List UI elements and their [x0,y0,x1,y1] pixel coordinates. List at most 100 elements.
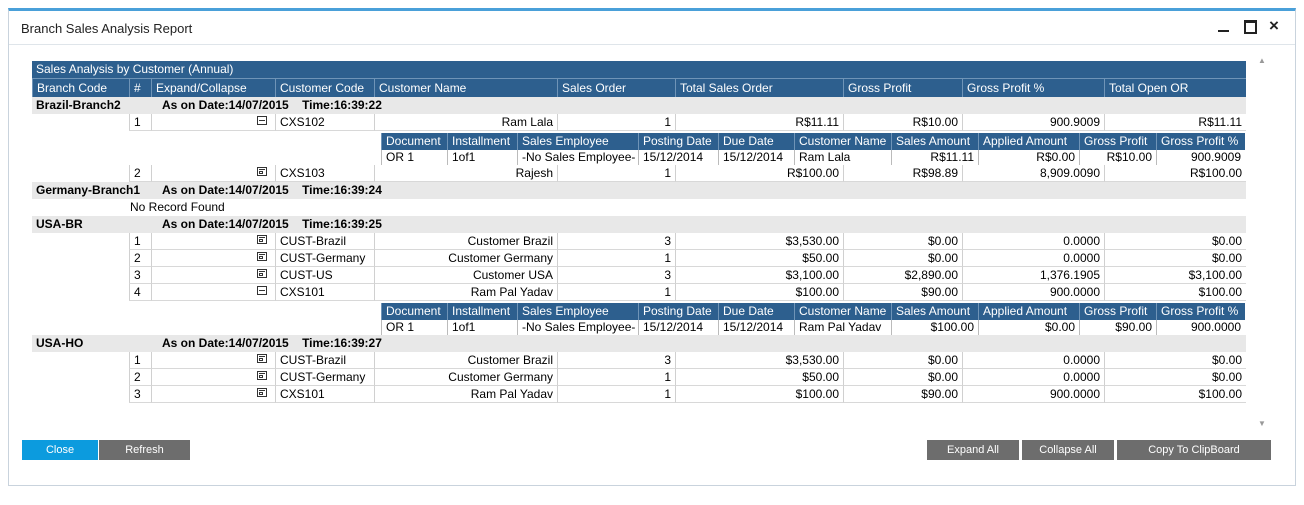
expand-collapse-cell[interactable] [151,165,275,182]
detail-row[interactable]: OR 1 1of1 -No Sales Employee- 15/12/2014 15/… [381,150,1245,166]
expander-bar [259,169,265,170]
detail-column-header[interactable]: Document [381,133,447,150]
detail-column-header[interactable]: Document [381,303,447,320]
column-header[interactable]: Expand/Collapse [151,79,275,97]
expand-collapse-cell[interactable] [151,352,275,369]
expand-icon[interactable] [257,354,267,363]
detail-column-header[interactable]: Gross Profit [1079,303,1156,320]
column-header[interactable]: Gross Profit [843,79,962,97]
report-table: Sales Analysis by Customer (Annual) Bran… [32,61,1246,403]
table-row[interactable]: 2 CUST-Germany Customer Germany 1 $50.00 $0.0… [32,250,1246,267]
cell-gp: R$98.89 [843,165,962,182]
detail-column-header[interactable]: Due Date [718,133,794,150]
copy-to-clipboard-button[interactable]: Copy To ClipBoard [1117,440,1271,460]
detail-column-header[interactable]: Sales Employee [517,133,638,150]
detail-column-header[interactable]: Installment [447,303,517,320]
column-header[interactable]: Sales Order [557,79,675,97]
detail-column-header[interactable]: Sales Employee [517,303,638,320]
column-header[interactable]: Customer Code [275,79,374,97]
collapse-all-button[interactable]: Collapse All [1022,440,1114,460]
column-header[interactable]: Customer Name [374,79,557,97]
expand-all-button[interactable]: Expand All [927,440,1019,460]
expand-icon[interactable] [257,371,267,380]
as-on-date: As on Date:14/07/2015 Time:16:39:22 [162,98,382,112]
cell-num: 1 [129,352,151,369]
detail-column-header[interactable]: Posting Date [638,133,718,150]
cell-name: Ram Lala [374,114,557,131]
table-row[interactable]: 2 CUST-Germany Customer Germany 1 $50.00 $0.0… [32,369,1246,386]
expand-collapse-cell[interactable] [151,250,275,267]
detail-row[interactable]: OR 1 1of1 -No Sales Employee- 15/12/2014 15/… [381,320,1245,336]
table-row[interactable]: 3 CUST-US Customer USA 3 $3,100.00 $2,890.00 1… [32,267,1246,284]
maximize-button[interactable] [1241,17,1259,35]
detail-cell-posting: 15/12/2014 [638,320,718,335]
expand-collapse-cell[interactable] [151,233,275,250]
branch-code: USA-HO [36,336,84,350]
table-row[interactable]: 4 CXS101 Ram Pal Yadav 1 $100.00 $90.00 900.00… [32,284,1246,301]
detail-column-header[interactable]: Gross Profit [1079,133,1156,150]
detail-column-header[interactable]: Gross Profit % [1156,303,1245,320]
vertical-scrollbar[interactable]: ▲ ▼ [1254,50,1270,430]
expand-collapse-cell[interactable] [151,369,275,386]
detail-header-row: Document Installment Sales Employee Posting… [381,133,1245,150]
detail-column-header[interactable]: Sales Amount [891,303,978,320]
minimize-button[interactable] [1215,17,1233,35]
expander-box [259,358,263,361]
cell-total: $3,530.00 [675,233,843,250]
cell-name: Customer Germany [374,369,557,386]
cell-open: $0.00 [1104,352,1246,369]
column-header[interactable]: Total Sales Order [675,79,843,97]
cell-num: 1 [129,114,151,131]
scroll-down-icon[interactable]: ▼ [1258,419,1266,428]
table-row[interactable]: 1 CUST-Brazil Customer Brazil 3 $3,530.00 $0.… [32,233,1246,250]
expand-icon[interactable] [257,167,267,176]
cell-name: Customer Brazil [374,352,557,369]
table-row[interactable]: 2 CXS103 Rajesh 1 R$100.00 R$98.89 8,909.0090 R… [32,165,1246,182]
table-row[interactable]: 1 CUST-Brazil Customer Brazil 3 $3,530.00 $0.… [32,352,1246,369]
detail-column-header[interactable]: Gross Profit % [1156,133,1245,150]
detail-table: Document Installment Sales Employee Posting… [381,133,1245,166]
collapse-icon[interactable] [257,286,267,295]
column-header[interactable]: Branch Code [32,79,129,97]
detail-column-header[interactable]: Customer Name [794,133,891,150]
close-button[interactable]: Close [22,440,98,460]
expand-collapse-cell[interactable] [151,386,275,403]
column-header[interactable]: Total Open OR [1104,79,1246,97]
column-header[interactable]: Gross Profit % [962,79,1104,97]
table-row[interactable]: 3 CXS101 Ram Pal Yadav 1 $100.00 $90.00 900.00… [32,386,1246,403]
detail-column-header[interactable]: Applied Amount [978,303,1079,320]
detail-column-header[interactable]: Sales Amount [891,133,978,150]
detail-cell-installment: 1of1 [447,320,517,335]
detail-column-header[interactable]: Installment [447,133,517,150]
detail-cell-gp: R$10.00 [1079,150,1156,165]
cell-num: 3 [129,386,151,403]
window-close-button[interactable]: × [1267,16,1285,35]
table-row[interactable]: 1 CXS102 Ram Lala 1 R$11.11 R$10.00 900.9009 R$… [32,114,1246,131]
as-on-date: As on Date:14/07/2015 Time:16:39:27 [162,336,382,350]
detail-cell-gpp: 900.0000 [1156,320,1245,335]
detail-cell-employee: -No Sales Employee- [517,320,638,335]
cell-total: $100.00 [675,386,843,403]
expand-icon[interactable] [257,252,267,261]
detail-column-header[interactable]: Applied Amount [978,133,1079,150]
cell-orders: 1 [557,386,675,403]
expand-collapse-cell[interactable] [151,114,275,131]
detail-column-header[interactable]: Customer Name [794,303,891,320]
scroll-up-icon[interactable]: ▲ [1258,56,1266,65]
column-header[interactable]: # [129,79,151,97]
expand-icon[interactable] [257,235,267,244]
detail-column-header[interactable]: Posting Date [638,303,718,320]
detail-column-header[interactable]: Due Date [718,303,794,320]
expand-collapse-cell[interactable] [151,284,275,301]
refresh-button[interactable]: Refresh [98,440,190,460]
cell-num: 4 [129,284,151,301]
collapse-icon[interactable] [257,116,267,125]
expand-icon[interactable] [257,269,267,278]
cell-name: Customer Brazil [374,233,557,250]
expand-collapse-cell[interactable] [151,267,275,284]
expand-icon[interactable] [257,388,267,397]
expander-bar [259,356,265,357]
detail-cell-due: 15/12/2014 [718,150,794,165]
branch-groups: Brazil-Branch2 As on Date:14/07/2015 Time… [32,97,1246,403]
expander-box [259,392,263,395]
